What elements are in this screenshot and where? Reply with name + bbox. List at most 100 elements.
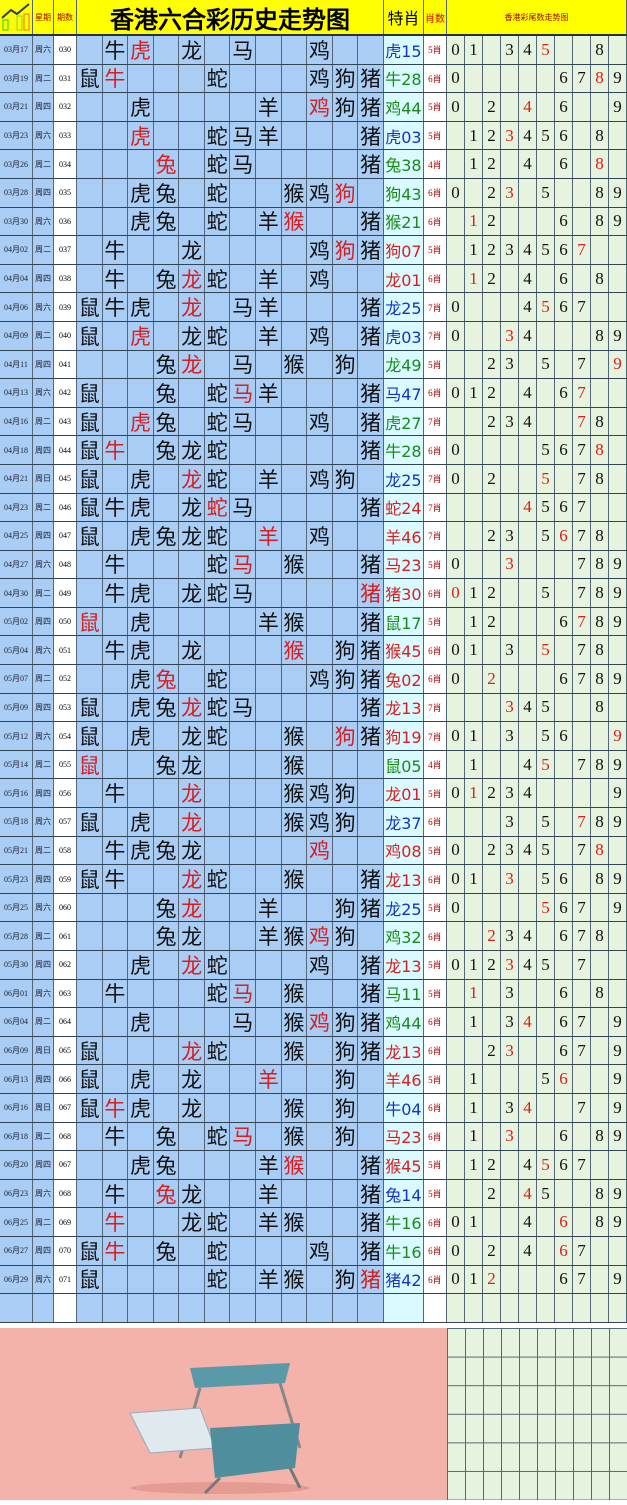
tail-digit-cell <box>572 150 591 178</box>
tail-digit-cell: 1 <box>464 379 483 407</box>
tail-digit-cell: 9 <box>608 93 627 121</box>
tail-digit-cell: 6 <box>554 1065 573 1093</box>
zodiac-cell <box>332 150 359 178</box>
zodiac-cell <box>230 808 257 836</box>
zodiac-cell <box>77 579 103 607</box>
zodiac-cell <box>230 951 257 979</box>
zodiac-cell <box>307 722 333 750</box>
special-cell: 鼠05 <box>383 750 424 779</box>
special-cell: 猪42 <box>383 1265 424 1294</box>
special-cell: 鸡08 <box>383 836 424 865</box>
zodiac-cell <box>230 1208 257 1236</box>
tail-digit-cell: 3 <box>500 693 519 722</box>
tail-digit-cell: 5 <box>536 350 555 379</box>
special-cell <box>383 1294 424 1322</box>
zodiac-cell: 虎 <box>128 407 154 436</box>
tail-digit-cell: 1 <box>464 1122 483 1151</box>
zodiac-cell <box>307 865 333 893</box>
weekday-cell: 周六 <box>33 293 54 321</box>
zodiac-cell: 鼠 <box>77 1265 103 1294</box>
zodiac-cell: 猪 <box>358 121 384 150</box>
zodiac-cell: 猪 <box>358 893 384 922</box>
tail-digit-cell: 5 <box>536 436 555 464</box>
zodiac-cell: 狗 <box>332 893 359 922</box>
zodiac-cell <box>281 893 308 922</box>
zodiac-cell: 鸡 <box>307 64 333 93</box>
count-cell: 5肖 <box>423 93 447 121</box>
zodiac-cell: 蛇 <box>204 493 231 522</box>
tail-digit-cell: 1 <box>464 865 483 893</box>
zodiac-cell <box>128 1036 154 1065</box>
zodiac-cell: 兔 <box>153 207 180 236</box>
tail-digit-cell <box>554 579 573 607</box>
tail-digit-cell <box>518 1122 537 1151</box>
weekday-cell: 周二 <box>33 407 54 436</box>
issue-cell: 058 <box>54 836 77 865</box>
table-row: 05月04 周六 051 牛虎龙 猴狗猪猴45 6肖 0 1 3 5 7 8 <box>0 636 627 666</box>
tail-digit-cell <box>446 350 465 379</box>
tail-digit-cell: 7 <box>572 522 591 550</box>
date-cell: 03月26 <box>0 150 33 178</box>
zodiac-cell: 猪 <box>358 979 384 1008</box>
issue-cell: 053 <box>54 693 77 722</box>
tail-digit-cell: 6 <box>554 236 573 264</box>
tail-digit-cell <box>446 493 465 522</box>
tail-digit-cell <box>446 121 465 150</box>
tail-digit-cell <box>464 922 483 950</box>
tail-digit-cell <box>446 407 465 436</box>
issue-cell: 063 <box>54 979 77 1008</box>
tail-digit-cell: 2 <box>482 922 501 950</box>
tail-digit-cell: 2 <box>482 178 501 207</box>
tail-digit-cell: 9 <box>608 779 627 808</box>
tail-digit-cell <box>482 36 501 64</box>
tail-digit-cell <box>500 1236 519 1265</box>
tail-digit-cell: 5 <box>536 36 555 64</box>
tail-digit-cell <box>482 1208 501 1236</box>
count-cell: 6肖 <box>423 579 447 607</box>
zodiac-cell: 龙 <box>179 321 205 350</box>
tail-digit-cell: 8 <box>590 1208 609 1236</box>
zodiac-cell <box>128 64 154 93</box>
count-cell: 6肖 <box>423 665 447 693</box>
weekday-cell: 周日 <box>33 1093 54 1122</box>
count-header: 肖数 <box>424 0 447 34</box>
zodiac-cell <box>153 321 180 350</box>
tail-digit-cell <box>464 407 483 436</box>
issue-cell: 033 <box>54 121 77 150</box>
tail-digit-cell: 8 <box>590 579 609 607</box>
tail-digit-cell: 0 <box>446 1265 465 1294</box>
count-cell: 7肖 <box>423 493 447 522</box>
weekday-cell: 周四 <box>33 779 54 808</box>
zodiac-cell: 狗 <box>332 779 359 808</box>
tail-digit-cell: 7 <box>572 550 591 579</box>
tail-digit-cell: 2 <box>482 579 501 607</box>
weekday-cell: 周二 <box>33 493 54 522</box>
zodiac-cell <box>332 379 359 407</box>
zodiac-cell <box>230 607 257 636</box>
count-cell: 7肖 <box>423 293 447 321</box>
zodiac-cell <box>256 1294 282 1322</box>
count-cell: 7肖 <box>423 693 447 722</box>
tail-digit-cell <box>500 436 519 464</box>
weekday-cell: 周二 <box>33 750 54 779</box>
zodiac-cell <box>307 979 333 1008</box>
zodiac-cell <box>230 636 257 665</box>
zodiac-cell: 鸡 <box>307 951 333 979</box>
zodiac-cell: 龙 <box>179 436 205 464</box>
tail-digit-cell <box>590 1265 609 1294</box>
issue-cell: 066 <box>54 1065 77 1093</box>
zodiac-cell <box>230 207 257 236</box>
count-cell: 7肖 <box>423 722 447 750</box>
zodiac-cell: 狗 <box>332 178 359 207</box>
tail-digit-cell <box>590 93 609 121</box>
zodiac-cell: 羊 <box>256 379 282 407</box>
special-cell: 兔38 <box>383 150 424 178</box>
zodiac-cell <box>281 1065 308 1093</box>
tail-digit-cell: 7 <box>572 636 591 665</box>
zodiac-cell <box>332 1179 359 1208</box>
zodiac-cell: 猪 <box>358 665 384 693</box>
zodiac-cell <box>281 64 308 93</box>
zodiac-cell: 狗 <box>332 93 359 121</box>
zodiac-cell <box>77 121 103 150</box>
zodiac-cell <box>281 693 308 722</box>
